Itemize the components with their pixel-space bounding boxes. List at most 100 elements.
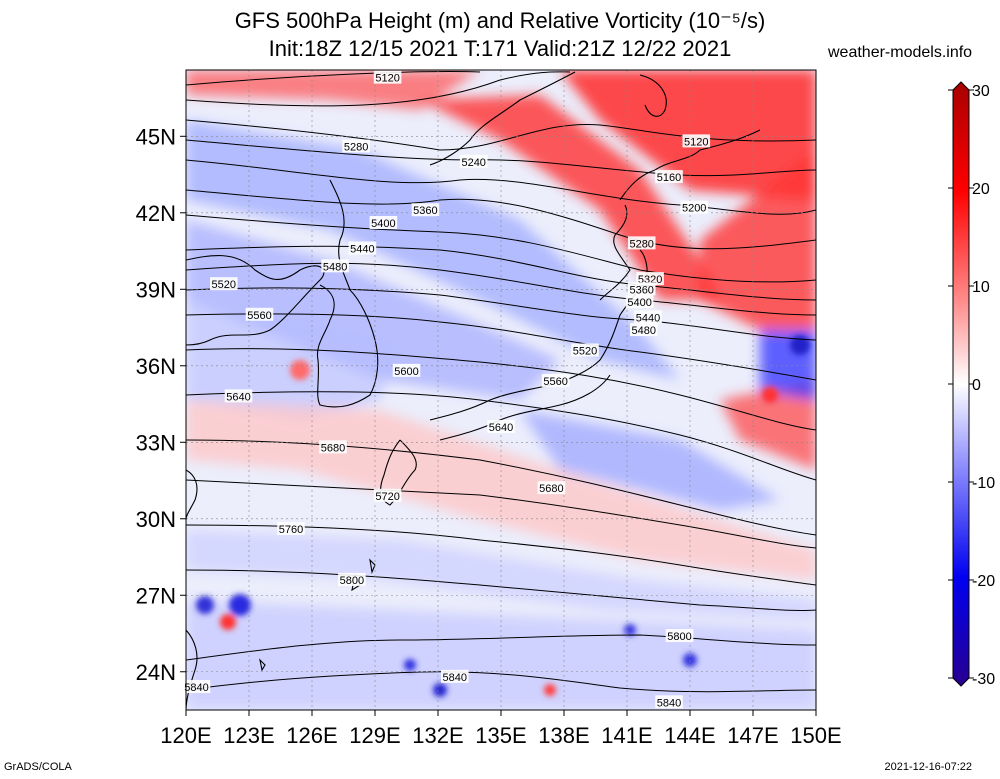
colorbar-ticks: 30 20 10 0 -10 -20 -30 xyxy=(948,83,995,688)
lat-tick-label: 45N xyxy=(136,124,176,149)
contour-label-bg xyxy=(682,134,711,148)
contour-label-bg xyxy=(411,203,440,217)
contour-label-bg xyxy=(655,695,683,709)
contour-label: 5560 xyxy=(247,310,271,322)
contour-label: 5520 xyxy=(573,345,597,357)
contour-label: 5440 xyxy=(350,243,374,255)
site-credit: weather-models.info xyxy=(828,44,973,61)
lon-tick-label: 132E xyxy=(412,723,463,748)
lat-tick-label: 42N xyxy=(136,201,176,226)
contour-label-bg xyxy=(441,669,469,683)
contour-label-bg xyxy=(392,363,421,377)
contour-label: 5640 xyxy=(489,422,513,434)
contour-label: 5560 xyxy=(543,376,567,388)
lon-tick-label: 141E xyxy=(601,723,652,748)
contour-label-bg xyxy=(665,629,694,643)
contour-label: 5480 xyxy=(632,325,656,337)
colorbar-tick-label: 10 xyxy=(972,279,990,296)
colorbar-tick-label: -20 xyxy=(972,573,995,590)
lon-tick-label: 120E xyxy=(160,723,211,748)
contour-label-bg xyxy=(625,295,654,309)
contour-label-bg xyxy=(636,272,664,286)
contour-label: 5360 xyxy=(413,205,437,217)
colorbar-tick-label: -30 xyxy=(972,671,995,688)
contour-label-bg xyxy=(369,215,398,229)
lon-tick-label: 138E xyxy=(538,723,589,748)
contour-label-bg xyxy=(182,680,211,694)
contour-label-bg xyxy=(571,343,599,357)
contour-label: 5840 xyxy=(657,697,681,709)
contour-label: 5800 xyxy=(340,575,364,587)
contour-label-bg xyxy=(321,259,349,273)
contour-label-bg xyxy=(348,241,377,255)
contour-label-bg xyxy=(210,277,238,291)
height-contours xyxy=(186,71,816,693)
contour-label: 5400 xyxy=(627,297,651,309)
colorbar-tick-label: -10 xyxy=(972,475,995,492)
contour-label-bg xyxy=(541,374,570,388)
lat-tick-label: 27N xyxy=(136,583,176,608)
colorbar-scale xyxy=(952,81,970,687)
contour-label: 5480 xyxy=(323,261,347,273)
gridlines xyxy=(186,70,816,710)
contour-label-bg xyxy=(459,154,488,168)
lat-tick-label: 39N xyxy=(136,277,176,302)
lon-tick-label: 144E xyxy=(664,723,715,748)
lon-tick-label: 123E xyxy=(223,723,274,748)
contour-label: 5240 xyxy=(461,157,485,169)
contour-label-bg xyxy=(627,236,656,250)
colorbar-tick-label: 20 xyxy=(972,181,990,198)
contour-label: 5280 xyxy=(629,238,653,250)
contour-label: 5280 xyxy=(344,141,368,153)
contour-label: 5400 xyxy=(371,218,395,230)
colorbar: 30 20 10 0 -10 -20 -30 xyxy=(948,81,995,688)
map-title-line2: Init:18Z 12/15 2021 T:171 Valid:21Z 12/2… xyxy=(268,36,732,61)
map-title-line1: GFS 500hPa Height (m) and Relative Vorti… xyxy=(234,8,766,33)
contour-label: 5840 xyxy=(443,672,467,684)
lon-tick-label: 129E xyxy=(349,723,400,748)
contour-label-bg xyxy=(338,572,366,586)
lon-tick-label: 135E xyxy=(475,723,526,748)
longitude-axis: 120E 123E 126E 129E 132E 135E 138E 141E 144E 147E… xyxy=(160,710,842,748)
contour-label: 5200 xyxy=(682,203,706,215)
contour-label-bg xyxy=(537,481,566,495)
contour-label-bg xyxy=(245,307,274,321)
footer-timestamp: 2021-12-16-07:22 xyxy=(884,761,972,773)
latitude-axis: 45N 42N 39N 36N 33N 30N 27N 24N xyxy=(136,124,186,685)
colorbar-tick-label: 0 xyxy=(972,377,981,394)
contour-label-bg xyxy=(342,139,370,153)
lat-tick-label: 24N xyxy=(136,660,176,685)
contour-label-bg xyxy=(224,389,253,403)
contour-label-bg xyxy=(680,200,708,214)
contour-label: 5120 xyxy=(684,136,708,148)
contour-label: 5600 xyxy=(394,366,418,378)
lon-tick-label: 147E xyxy=(727,723,778,748)
contour-label-bg xyxy=(373,488,402,502)
contour-label-bg xyxy=(634,310,662,324)
contour-labels: 5120528052405120516052005360540054405480… xyxy=(182,70,711,709)
contour-label: 5680 xyxy=(539,483,563,495)
lat-tick-label: 30N xyxy=(136,507,176,532)
contour-label-bg xyxy=(630,323,658,337)
contour-label: 5360 xyxy=(629,284,653,296)
contour-label-bg xyxy=(627,282,656,296)
lon-tick-label: 150E xyxy=(790,723,841,748)
contour-label: 5680 xyxy=(321,442,345,454)
contour-label-bg xyxy=(277,521,305,535)
contour-label: 5160 xyxy=(657,172,681,184)
contour-label: 5640 xyxy=(226,391,250,403)
lon-tick-label: 126E xyxy=(286,723,337,748)
contour-label-bg xyxy=(655,170,683,184)
footer-credit: GrADS/COLA xyxy=(4,761,72,773)
contour-label: 5120 xyxy=(375,73,399,85)
contour-label: 5720 xyxy=(375,491,399,503)
contour-label: 5520 xyxy=(212,279,236,291)
contour-label: 5760 xyxy=(279,524,303,536)
lat-tick-label: 33N xyxy=(136,430,176,455)
lat-tick-label: 36N xyxy=(136,354,176,379)
contour-label: 5440 xyxy=(636,312,660,324)
contour-label-bg xyxy=(487,419,515,433)
contour-label: 5800 xyxy=(667,631,691,643)
contour-label-bg xyxy=(319,440,347,454)
